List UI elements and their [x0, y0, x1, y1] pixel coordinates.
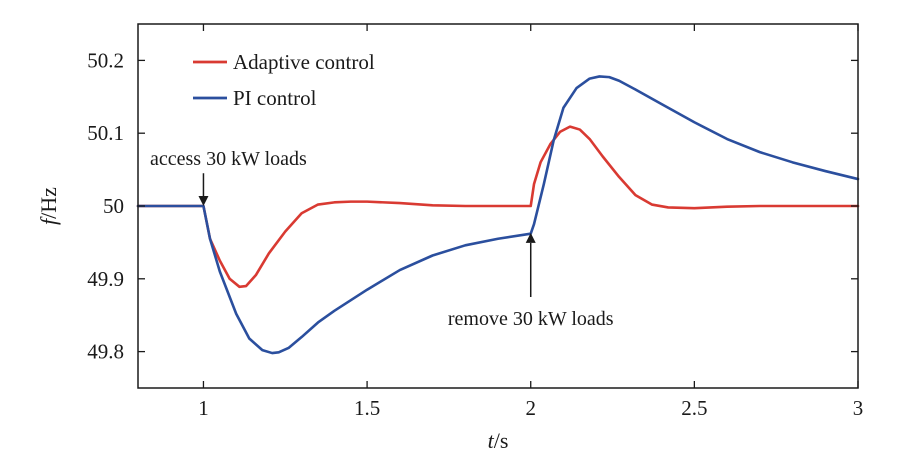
x-tick-label: 2.5 [681, 396, 707, 420]
legend-label: Adaptive control [233, 50, 375, 74]
series-line-adaptive [136, 125, 860, 289]
annotations-layer: access 30 kW loads remove 30 kW loads [150, 148, 614, 330]
annotation-label: access 30 kW loads [150, 148, 307, 170]
y-axis-label: f/Hz [36, 187, 61, 225]
annotation-arrow-head [525, 232, 536, 243]
annotation-arrow-head [198, 196, 209, 206]
annotation-label: remove 30 kW loads [448, 308, 614, 330]
y-axis-var: f [36, 216, 61, 225]
y-tick-label: 50 [103, 194, 124, 218]
x-tick-label: 1.5 [354, 396, 380, 420]
x-axis-label: t/s [488, 428, 509, 453]
x-tick-label: 3 [853, 396, 864, 420]
x-axis-var: t [488, 428, 495, 453]
y-axis-unit: /Hz [36, 187, 61, 219]
series-line-pi [136, 75, 860, 355]
legend: Adaptive control PI control [193, 50, 375, 110]
x-axis-unit: /s [494, 428, 509, 453]
ticks-layer: 1 1.5 2 2.5 3 49.8 49.9 50 50.1 50.2 [87, 24, 863, 420]
plot-area: 1 1.5 2 2.5 3 49.8 49.9 50 50.1 50.2 [87, 23, 863, 420]
series-layer [136, 75, 860, 355]
legend-label: PI control [233, 86, 317, 110]
y-tick-label: 50.2 [87, 48, 124, 72]
x-tick-label: 2 [525, 396, 536, 420]
y-tick-label: 50.1 [87, 121, 124, 145]
y-tick-label: 49.9 [87, 267, 124, 291]
x-tick-label: 1 [198, 396, 209, 420]
axis-labels: f/Hz t/s [36, 187, 508, 453]
y-tick-label: 49.8 [87, 340, 124, 364]
